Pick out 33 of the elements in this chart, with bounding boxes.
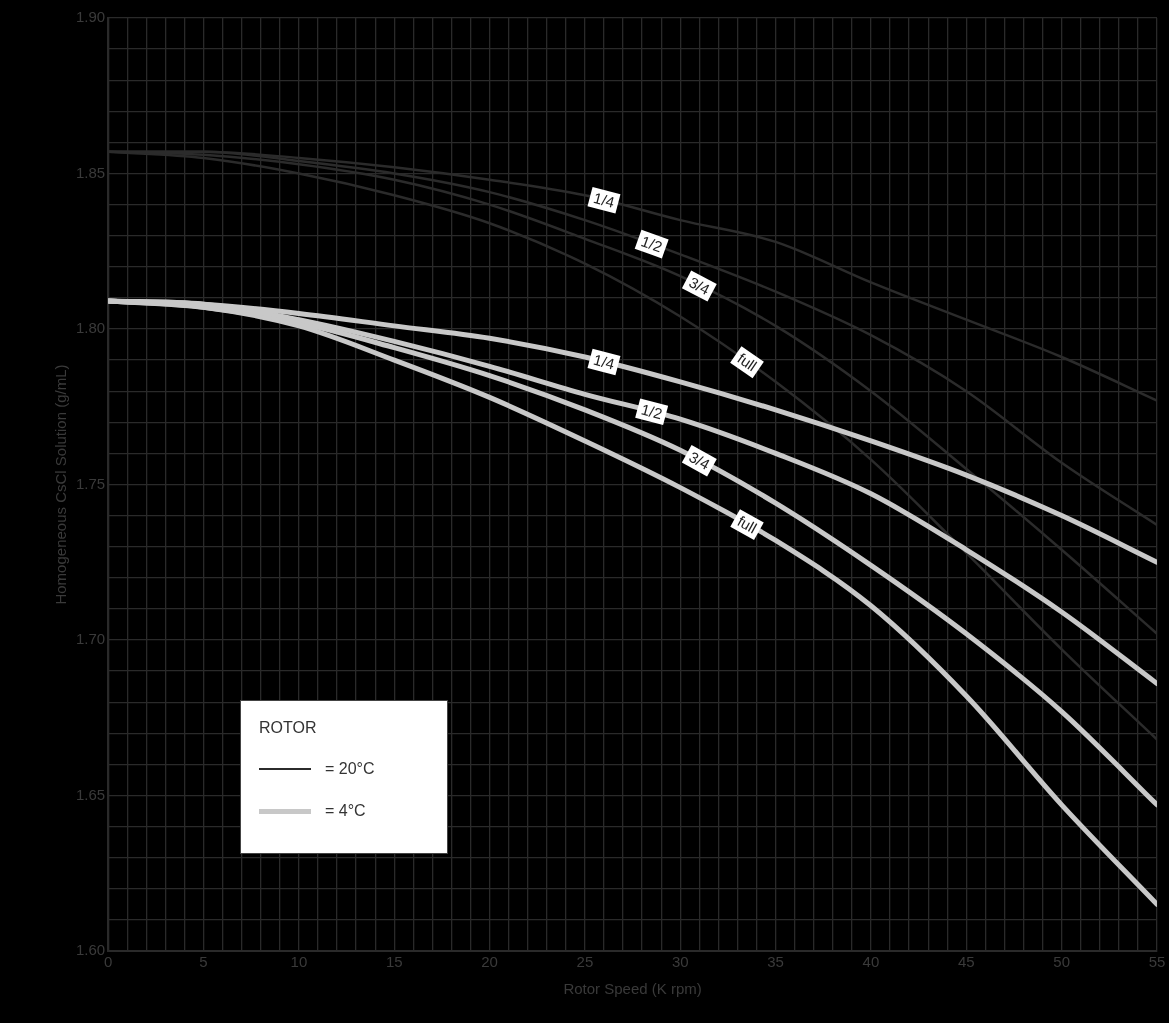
x-axis-title: Rotor Speed (K rpm) bbox=[563, 980, 702, 998]
annotation: = 20°C bbox=[325, 760, 375, 778]
y-tick-label: 1.80 bbox=[75, 319, 106, 337]
legend-title: ROTOR bbox=[259, 719, 318, 737]
text: 3/4 bbox=[686, 448, 713, 474]
x-tick-label: 20 bbox=[481, 953, 498, 971]
x-tick-label: 10 bbox=[290, 953, 308, 971]
y-tick-label: 1.75 bbox=[75, 474, 106, 492]
text: 1/2 bbox=[639, 400, 664, 423]
x-tick-label: 55 bbox=[1148, 953, 1166, 971]
text: full bbox=[734, 349, 760, 375]
text: full bbox=[734, 512, 760, 537]
x-tick-label: 25 bbox=[576, 953, 594, 971]
x-tick-label: 0 bbox=[104, 953, 113, 971]
x-tick-label: 50 bbox=[1053, 953, 1070, 971]
text: 1/4 bbox=[591, 350, 617, 373]
key-panel: ROTOR = 20°C = 4°C bbox=[240, 700, 448, 854]
x-tick-label: 40 bbox=[862, 953, 880, 971]
y-tick-label: 1.60 bbox=[75, 941, 106, 959]
annotation: = 4°C bbox=[325, 802, 366, 820]
y-tick-label: 1.90 bbox=[75, 8, 106, 26]
text: 1/4 bbox=[591, 189, 617, 211]
y-tick-label: 1.85 bbox=[75, 163, 106, 181]
y-axis-title: Homogeneous CsCl Solution (g/mL) bbox=[52, 364, 70, 605]
y-tick-label: 1.65 bbox=[75, 785, 106, 803]
x-tick-label: 15 bbox=[385, 953, 403, 971]
text: 3/4 bbox=[686, 273, 713, 299]
text: 1/2 bbox=[639, 232, 665, 256]
x-tick-label: 35 bbox=[767, 953, 784, 971]
x-tick-label: 45 bbox=[957, 953, 975, 971]
x-tick-label: 30 bbox=[671, 953, 689, 971]
y-tick-label: 1.70 bbox=[75, 630, 106, 648]
x-tick-label: 5 bbox=[199, 953, 208, 971]
